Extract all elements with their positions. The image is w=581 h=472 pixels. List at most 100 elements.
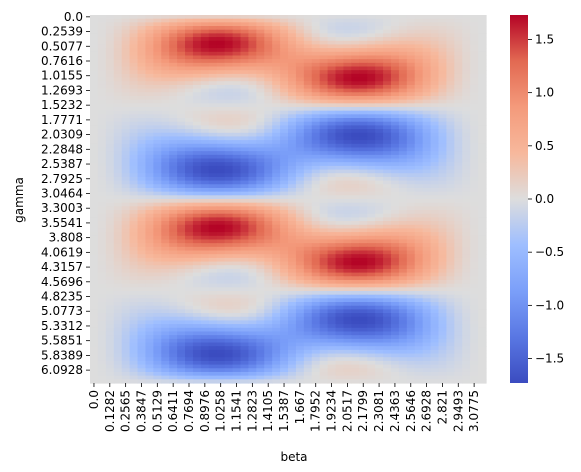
heatmap-cell <box>367 353 376 358</box>
heatmap-cell <box>288 107 297 112</box>
heatmap-cell <box>248 331 257 336</box>
heatmap-cell <box>216 26 226 31</box>
heatmap-cell <box>224 353 234 358</box>
heatmap-cell <box>383 371 392 377</box>
heatmap-cell <box>121 40 131 46</box>
heatmap-cell <box>248 375 257 380</box>
heatmap-cell <box>430 154 440 160</box>
heatmap-cell <box>97 261 107 266</box>
heatmap-cell <box>319 99 329 104</box>
heatmap-cell <box>248 364 257 369</box>
heatmap-cell <box>224 283 234 288</box>
heatmap-cell <box>414 316 424 322</box>
heatmap-cell <box>288 158 297 163</box>
heatmap-cell <box>185 213 194 218</box>
heatmap-cell <box>232 371 242 377</box>
heatmap-cell <box>430 313 440 318</box>
heatmap-cell <box>208 235 218 241</box>
heatmap-cell <box>272 206 281 211</box>
heatmap-cell <box>137 221 147 226</box>
heatmap-cell <box>319 246 329 252</box>
heatmap-cell <box>121 283 131 288</box>
heatmap-cell <box>462 136 471 141</box>
heatmap-cell <box>113 165 123 171</box>
heatmap-cell <box>256 107 265 112</box>
heatmap-cell <box>288 324 297 329</box>
heatmap-cell <box>272 371 281 377</box>
heatmap-cell <box>113 338 123 344</box>
heatmap-cell <box>375 206 384 211</box>
heatmap-cell <box>208 265 218 270</box>
heatmap-cell <box>311 217 321 222</box>
heatmap-cell <box>169 18 178 23</box>
heatmap-cell <box>367 342 376 347</box>
heatmap-cell <box>375 371 384 377</box>
heatmap-cell <box>113 73 123 79</box>
heatmap-cell <box>351 349 360 355</box>
heatmap-cell <box>113 70 123 75</box>
heatmap-cell <box>137 158 147 163</box>
heatmap-cell <box>462 298 471 303</box>
heatmap-cell <box>240 324 249 329</box>
heatmap-cell <box>280 379 289 384</box>
heatmap-cell <box>224 239 234 244</box>
heatmap-cell <box>192 331 202 336</box>
heatmap-cell <box>145 353 154 358</box>
heatmap-cell <box>216 213 226 218</box>
heatmap-cell <box>406 18 416 23</box>
heatmap-cell <box>161 129 170 134</box>
heatmap-cell <box>390 77 400 82</box>
heatmap-cell <box>295 360 305 366</box>
heatmap-cell <box>105 239 115 244</box>
heatmap-cell <box>446 44 455 49</box>
heatmap-cell <box>390 272 400 277</box>
heatmap-cell <box>367 59 376 64</box>
heatmap-cell <box>422 162 432 167</box>
heatmap-cell <box>414 342 424 347</box>
heatmap-cell <box>264 114 273 119</box>
heatmap-cell <box>161 154 170 160</box>
heatmap-cell <box>145 107 154 112</box>
heatmap-cell <box>113 368 123 373</box>
heatmap-cell <box>208 121 218 126</box>
heatmap-cell <box>185 73 194 79</box>
heatmap-cell <box>335 151 345 156</box>
heatmap-cell <box>390 118 400 123</box>
heatmap-cell <box>422 191 432 196</box>
heatmap-cell <box>145 294 154 299</box>
heatmap-cell <box>367 88 376 93</box>
heatmap-cell <box>478 40 487 46</box>
heatmap-cell <box>288 294 297 299</box>
heatmap-cell <box>121 187 131 193</box>
heatmap-cell <box>351 55 360 60</box>
heatmap-cell <box>343 224 352 230</box>
heatmap-cell <box>216 118 226 123</box>
heatmap-cell <box>129 103 139 108</box>
heatmap-cell <box>430 379 440 384</box>
heatmap-cell <box>359 291 368 296</box>
heatmap-cell <box>446 228 455 233</box>
heatmap-cell <box>90 26 99 31</box>
heatmap-cell <box>200 162 210 167</box>
heatmap-cell <box>90 235 99 241</box>
heatmap-cell <box>470 44 479 49</box>
heatmap-cell <box>343 95 352 101</box>
heatmap-cell <box>422 110 432 115</box>
heatmap-cell <box>359 26 368 31</box>
heatmap-cell <box>240 44 249 49</box>
heatmap-cell <box>359 191 368 196</box>
heatmap-cell <box>280 291 289 296</box>
heatmap-cell <box>248 84 257 90</box>
heatmap-cell <box>272 327 281 333</box>
heatmap-cell <box>224 88 234 93</box>
heatmap-cell <box>169 162 178 167</box>
heatmap-cell <box>343 176 352 182</box>
heatmap-cell <box>97 327 107 333</box>
heatmap-cell <box>319 302 329 307</box>
heatmap-cell <box>208 213 218 218</box>
heatmap-cell <box>422 313 432 318</box>
heatmap-cell <box>272 77 281 82</box>
heatmap-cell <box>335 265 345 270</box>
heatmap-cell <box>224 291 234 296</box>
heatmap-cell <box>121 338 131 344</box>
